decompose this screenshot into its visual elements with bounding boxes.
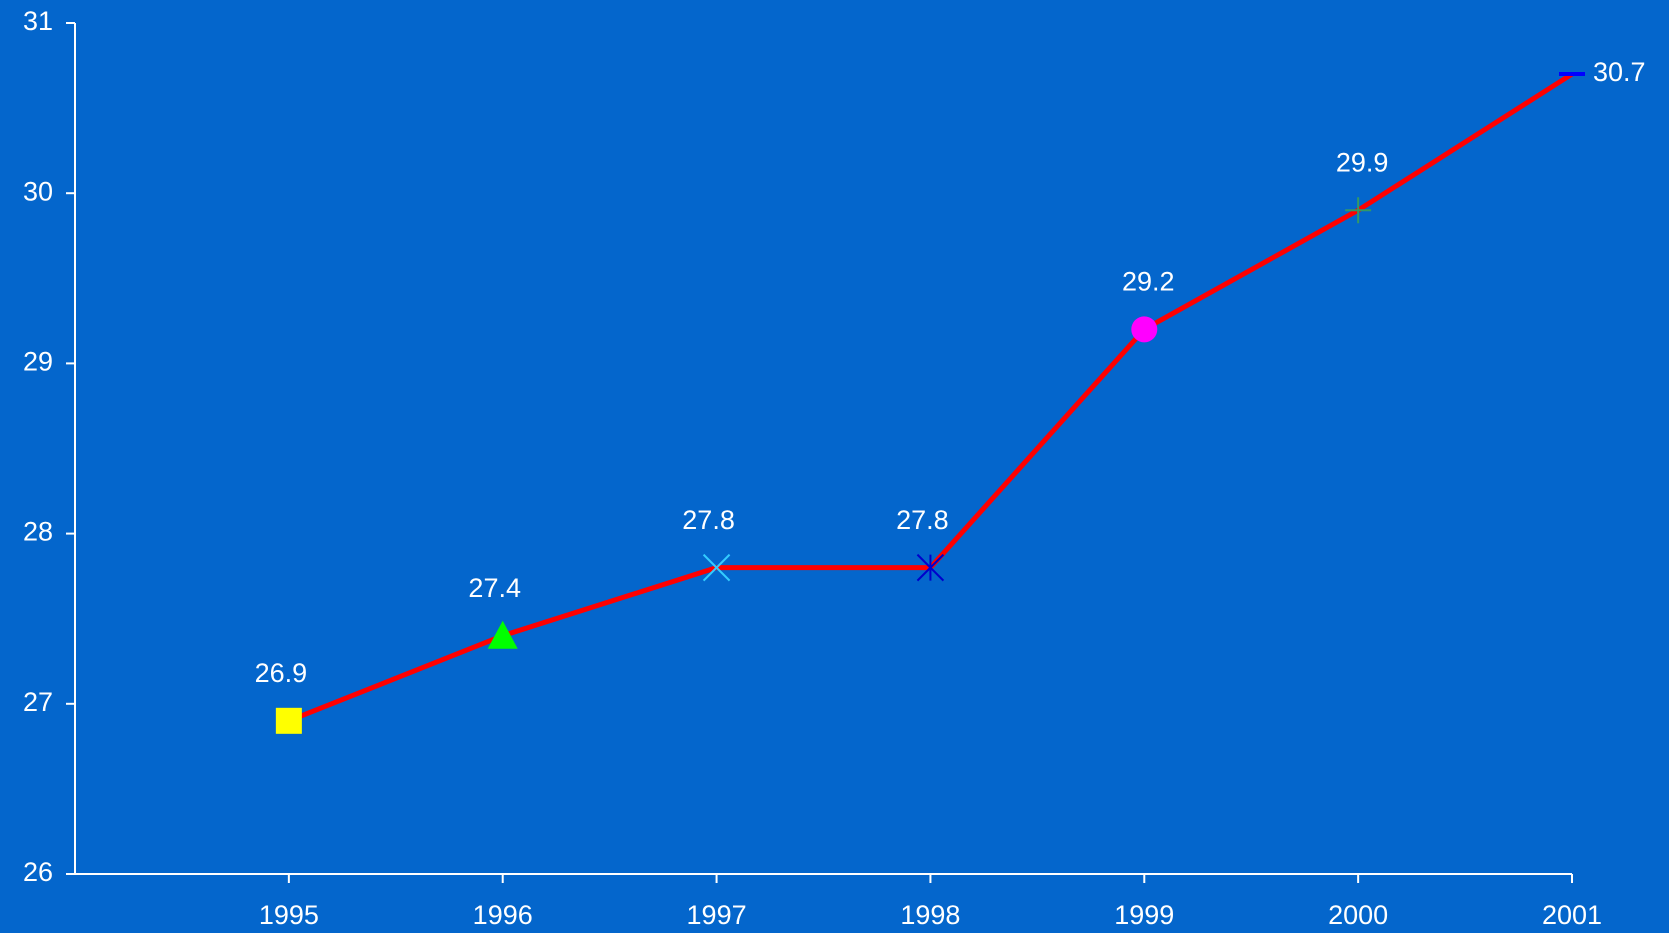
marker [275, 707, 302, 734]
marker [702, 553, 731, 582]
data-label: 27.8 [896, 505, 949, 535]
marker [916, 553, 945, 582]
data-label: 27.4 [468, 573, 521, 603]
data-label: 27.8 [682, 505, 735, 535]
data-label: 30.7 [1593, 57, 1646, 87]
data-label: 29.2 [1122, 266, 1175, 296]
x-tick-label: 2000 [1328, 900, 1388, 930]
data-label: 26.9 [255, 658, 308, 688]
y-tick-label: 28 [23, 517, 53, 547]
x-tick-label: 2001 [1542, 900, 1602, 930]
y-tick-label: 31 [23, 6, 53, 36]
marker [487, 620, 518, 649]
marker [1131, 316, 1158, 343]
x-tick-label: 1998 [900, 900, 960, 930]
x-tick-label: 1999 [1114, 900, 1174, 930]
marker [1345, 197, 1372, 224]
x-tick-label: 1995 [259, 900, 319, 930]
y-tick-label: 29 [23, 347, 53, 377]
y-tick-label: 26 [23, 857, 53, 887]
data-label: 29.9 [1336, 147, 1389, 177]
y-tick-label: 27 [23, 687, 53, 717]
y-tick-label: 30 [23, 176, 53, 206]
x-tick-label: 1997 [687, 900, 747, 930]
x-tick-label: 1996 [473, 900, 533, 930]
